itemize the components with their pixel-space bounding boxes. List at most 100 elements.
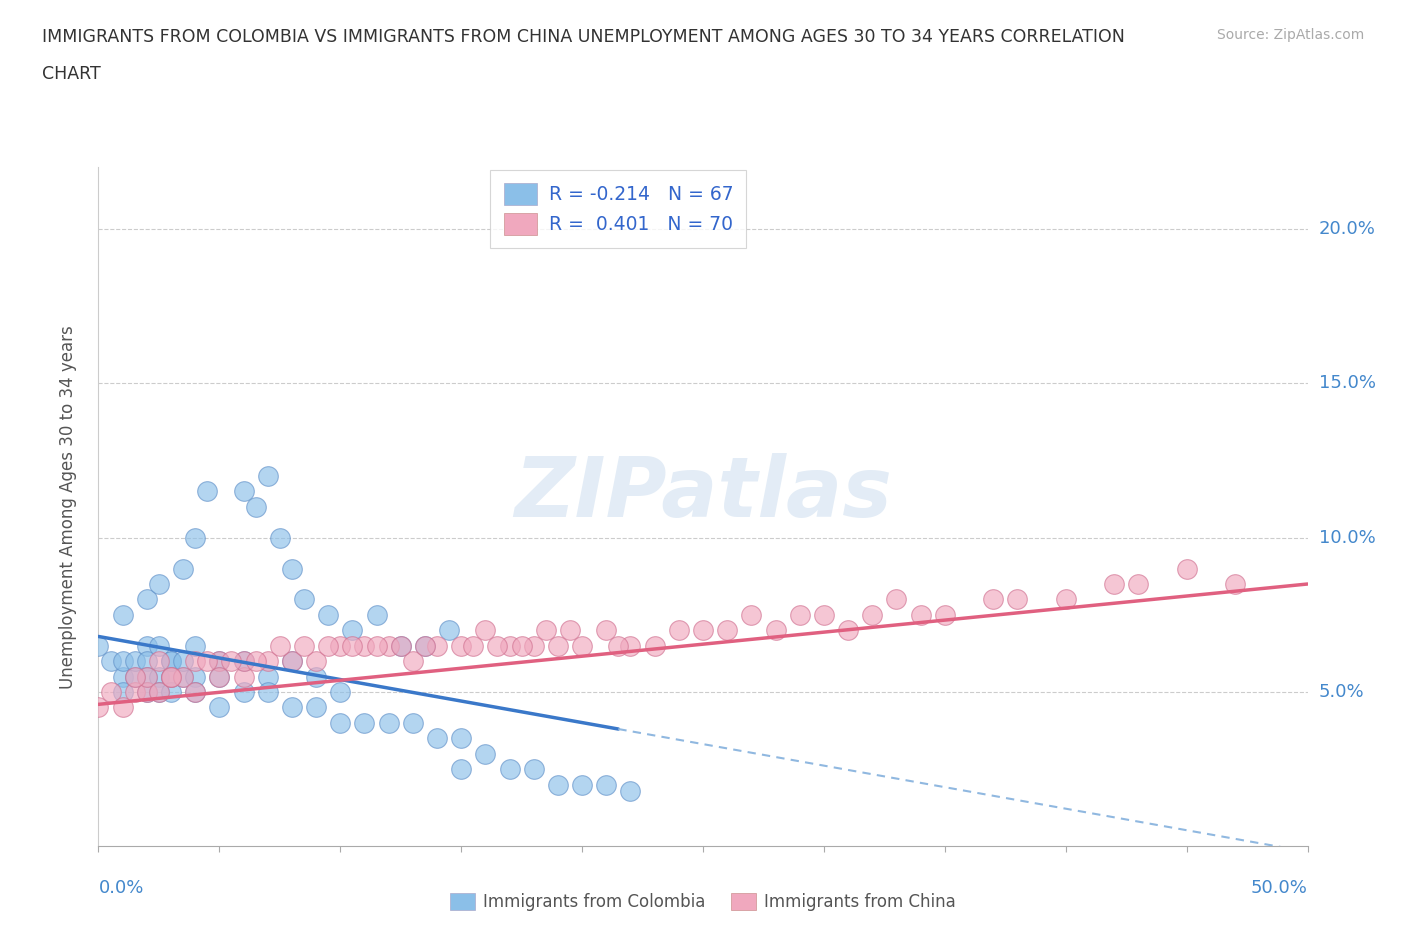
Point xyxy=(450,762,472,777)
Text: 10.0%: 10.0% xyxy=(1319,529,1375,547)
Point xyxy=(160,670,183,684)
Point xyxy=(305,670,328,684)
Text: 20.0%: 20.0% xyxy=(1319,220,1375,238)
Point xyxy=(486,638,509,653)
Text: 5.0%: 5.0% xyxy=(1319,683,1364,701)
Point xyxy=(619,638,641,653)
Point xyxy=(281,561,304,576)
Point xyxy=(256,670,278,684)
Text: 50.0%: 50.0% xyxy=(1251,879,1308,897)
Point xyxy=(232,670,254,684)
Point xyxy=(389,638,412,653)
Point xyxy=(837,623,859,638)
Point xyxy=(316,638,339,653)
Point xyxy=(184,530,207,545)
Point xyxy=(377,638,399,653)
Point xyxy=(269,530,291,545)
Point xyxy=(789,607,811,622)
Point xyxy=(1007,592,1029,607)
Point xyxy=(1175,561,1198,576)
Point xyxy=(184,670,207,684)
Point xyxy=(232,654,254,669)
Point xyxy=(135,654,157,669)
Point xyxy=(281,654,304,669)
Point xyxy=(886,592,908,607)
Point xyxy=(281,700,304,715)
Point xyxy=(184,684,207,699)
Point xyxy=(402,715,425,730)
Point xyxy=(474,623,496,638)
Point xyxy=(208,700,231,715)
Point xyxy=(934,607,956,622)
Point xyxy=(668,623,690,638)
Point xyxy=(402,654,425,669)
Point xyxy=(607,638,630,653)
Point xyxy=(523,762,546,777)
Point xyxy=(437,623,460,638)
Point xyxy=(329,684,352,699)
Point xyxy=(292,638,315,653)
Text: 15.0%: 15.0% xyxy=(1319,375,1375,392)
Point xyxy=(124,654,146,669)
Point xyxy=(353,715,375,730)
Point xyxy=(172,670,194,684)
Point xyxy=(87,638,110,653)
Point xyxy=(148,670,170,684)
Point xyxy=(135,684,157,699)
Point xyxy=(232,484,254,498)
Point xyxy=(135,670,157,684)
Point xyxy=(160,670,183,684)
Point xyxy=(329,638,352,653)
Point xyxy=(195,654,218,669)
Point xyxy=(474,746,496,761)
Point xyxy=(208,670,231,684)
Point xyxy=(281,654,304,669)
Point xyxy=(498,762,520,777)
Point xyxy=(498,638,520,653)
Point xyxy=(1102,577,1125,591)
Point xyxy=(1128,577,1150,591)
Point xyxy=(692,623,714,638)
Point xyxy=(269,638,291,653)
Point xyxy=(910,607,932,622)
Text: Source: ZipAtlas.com: Source: ZipAtlas.com xyxy=(1216,28,1364,42)
Point xyxy=(172,654,194,669)
Point xyxy=(1223,577,1246,591)
Point xyxy=(571,638,593,653)
Point xyxy=(124,670,146,684)
Point xyxy=(135,684,157,699)
Point xyxy=(316,607,339,622)
Point xyxy=(256,469,278,484)
Point xyxy=(111,684,134,699)
Point xyxy=(1054,592,1077,607)
Point xyxy=(366,638,388,653)
Point xyxy=(342,638,364,653)
Text: IMMIGRANTS FROM COLOMBIA VS IMMIGRANTS FROM CHINA UNEMPLOYMENT AMONG AGES 30 TO : IMMIGRANTS FROM COLOMBIA VS IMMIGRANTS F… xyxy=(42,28,1125,46)
Point xyxy=(619,783,641,798)
Point xyxy=(305,654,328,669)
Point xyxy=(184,654,207,669)
Point xyxy=(245,499,267,514)
Point xyxy=(111,607,134,622)
Point xyxy=(111,700,134,715)
Point xyxy=(148,654,170,669)
Text: ZIPatlas: ZIPatlas xyxy=(515,453,891,534)
Point xyxy=(305,700,328,715)
Point xyxy=(558,623,581,638)
Legend: Immigrants from Colombia, Immigrants from China: Immigrants from Colombia, Immigrants fro… xyxy=(441,884,965,920)
Point xyxy=(716,623,738,638)
Y-axis label: Unemployment Among Ages 30 to 34 years: Unemployment Among Ages 30 to 34 years xyxy=(59,325,77,689)
Point xyxy=(571,777,593,792)
Point xyxy=(256,654,278,669)
Point xyxy=(135,592,157,607)
Point xyxy=(740,607,762,622)
Point xyxy=(342,623,364,638)
Point xyxy=(148,577,170,591)
Point xyxy=(184,684,207,699)
Point xyxy=(87,700,110,715)
Point xyxy=(100,684,122,699)
Point xyxy=(160,670,183,684)
Point xyxy=(765,623,787,638)
Point xyxy=(547,638,569,653)
Point xyxy=(523,638,546,653)
